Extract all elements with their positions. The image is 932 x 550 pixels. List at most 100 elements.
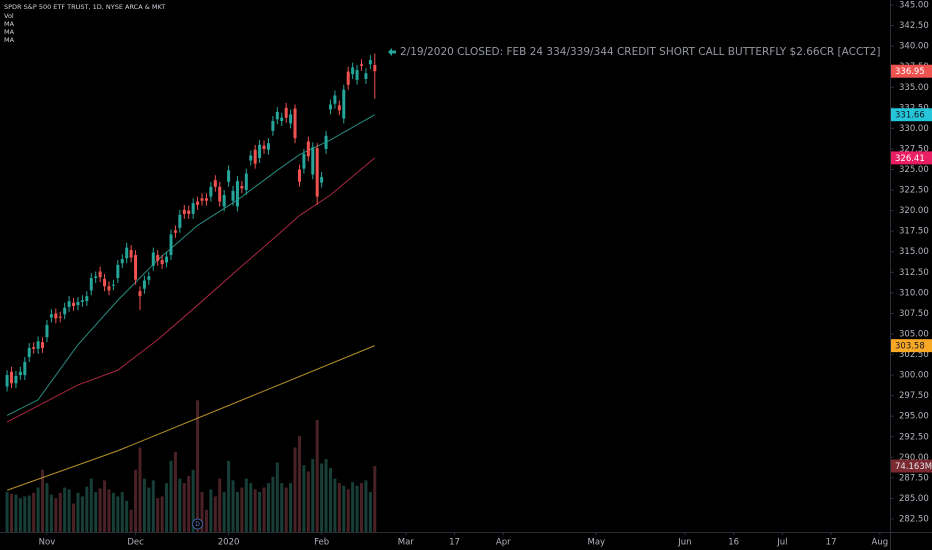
candle-body	[63, 307, 67, 315]
symbol-title: SPDR S&P 500 ETF TRUST, 1D, NYSE ARCA & …	[4, 3, 165, 11]
candle-body	[116, 264, 120, 279]
legend-ma: MA	[4, 36, 15, 44]
y-tick-label: 322.50	[899, 186, 929, 196]
candle-body	[266, 143, 270, 150]
volume-bar	[169, 460, 173, 532]
y-tick-label: 302.50	[899, 350, 929, 360]
volume-bar	[147, 487, 151, 532]
candle-body	[76, 301, 80, 306]
last-value-label: 74.163M	[895, 462, 932, 472]
moving-average-line	[6, 345, 375, 491]
candle-body	[58, 316, 62, 318]
legend-volume: Vol	[4, 12, 14, 20]
y-tick-label: 340.00	[899, 42, 929, 52]
y-tick-label: 325.00	[899, 165, 929, 175]
candle-body	[107, 286, 111, 291]
candle-body	[244, 173, 248, 191]
candle-body	[147, 276, 151, 280]
candle-body	[156, 255, 160, 261]
volume-bar	[231, 480, 235, 532]
y-tick-label: 317.50	[899, 227, 929, 237]
volume-bar	[36, 487, 40, 532]
volume-bar	[27, 495, 31, 532]
candle-body	[54, 313, 58, 319]
volume-bar	[178, 478, 182, 532]
volume-bar	[58, 492, 62, 532]
volume-bar	[249, 483, 253, 532]
candle-body	[328, 104, 332, 110]
candle-body	[240, 185, 244, 189]
volume-bar	[49, 494, 53, 532]
volume-bar	[18, 498, 22, 532]
annotation-arrow	[388, 48, 396, 56]
volume-bar	[45, 483, 49, 532]
volume-bar	[41, 469, 45, 532]
legend-ma: MA	[4, 28, 15, 36]
candle-body	[89, 278, 93, 291]
volume-bar	[324, 459, 328, 532]
candle-body	[231, 190, 235, 201]
candle-body	[293, 108, 297, 139]
y-tick-label: 295.00	[899, 412, 929, 422]
volume-bar	[306, 471, 310, 532]
volume-bar	[5, 491, 9, 532]
candle-body	[134, 255, 138, 280]
volume-bar	[204, 509, 208, 532]
volume-bar	[280, 483, 284, 532]
candle-body	[129, 250, 133, 258]
moving-average-line	[6, 157, 376, 423]
candle-body	[151, 252, 155, 266]
x-tick-label: 17	[826, 538, 837, 548]
candle-body	[311, 147, 315, 175]
volume-bar	[262, 487, 266, 532]
candle-body	[373, 65, 377, 72]
last-value-badge	[891, 151, 932, 165]
candle-body	[200, 198, 204, 201]
candle-body	[324, 135, 328, 149]
x-tick-label: Mar	[398, 538, 415, 548]
candle-body	[351, 67, 355, 75]
candle-body	[297, 169, 301, 182]
candle-body	[306, 141, 310, 157]
volume-bar	[315, 419, 319, 532]
y-tick-label: 307.50	[899, 309, 929, 319]
last-value-label: 331.66	[895, 111, 925, 121]
y-tick-label: 335.00	[899, 83, 929, 93]
volume-bar	[80, 496, 84, 532]
candle-body	[18, 371, 22, 376]
candle-body	[142, 280, 146, 289]
x-tick-label: Nov	[39, 538, 56, 548]
volume-bar	[103, 480, 107, 532]
candle-body	[182, 209, 186, 214]
candle-body	[315, 148, 319, 197]
candle-body	[275, 111, 279, 120]
volume-bar	[85, 486, 89, 532]
candle-body	[346, 71, 350, 85]
candle-body	[359, 64, 363, 66]
candle-body	[271, 120, 275, 131]
volume-bar	[160, 496, 164, 532]
volume-bar	[200, 491, 204, 532]
candle-body	[218, 186, 222, 202]
volume-bar	[368, 491, 372, 532]
y-tick-label: 282.50	[899, 515, 929, 525]
x-tick-label: 2020	[218, 538, 240, 548]
volume-bar	[302, 465, 306, 532]
candle-body	[262, 145, 266, 149]
volume-bar	[63, 487, 67, 532]
volume-bar	[72, 503, 76, 532]
candle-body	[204, 198, 208, 201]
y-tick-label: 327.50	[899, 144, 929, 154]
candle-body	[258, 144, 262, 158]
volume-bar	[355, 485, 359, 532]
y-tick-label: 330.00	[899, 124, 929, 134]
x-tick-label: 17	[449, 538, 460, 548]
volume-bar	[342, 485, 346, 532]
volume-bar	[320, 463, 324, 532]
x-tick-label: May	[587, 538, 605, 548]
candle-body	[227, 170, 231, 182]
x-tick-label: Aug	[872, 538, 889, 548]
volume-bar	[359, 483, 363, 532]
volume-bar	[275, 462, 279, 532]
